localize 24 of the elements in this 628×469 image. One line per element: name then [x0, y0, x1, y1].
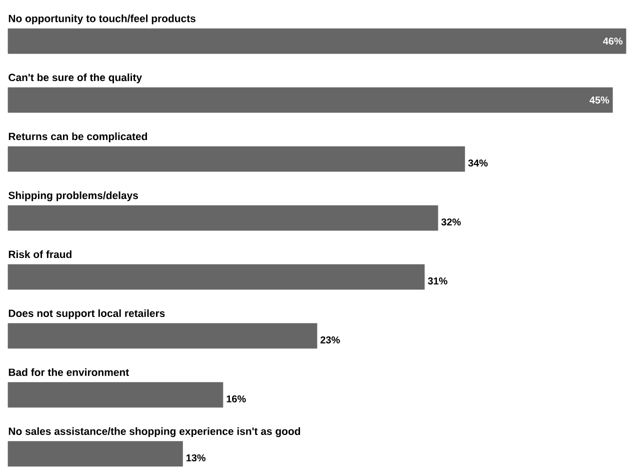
- y-tick-label: Shipping problems/delays: [8, 191, 138, 202]
- data-label: 34%: [468, 159, 488, 167]
- bar: [8, 323, 318, 349]
- y-tick-label: Can't be sure of the quality: [8, 73, 142, 84]
- y-tick-label: Risk of fraud: [8, 250, 72, 258]
- data-label: 31%: [428, 277, 448, 284]
- bar: [8, 87, 613, 113]
- data-label: 23%: [320, 336, 340, 344]
- y-tick-label: Bad for the environment: [8, 368, 129, 376]
- y-tick-label: No opportunity to touch/feel products: [8, 14, 196, 24]
- bar: [8, 28, 626, 54]
- bar: [8, 441, 183, 467]
- bar: [8, 146, 465, 172]
- bar: [8, 205, 438, 231]
- data-label: 16%: [226, 395, 246, 402]
- y-tick-label: No sales assistance/the shopping experience isn't as good: [8, 427, 300, 438]
- bar: [8, 382, 224, 408]
- data-label: 13%: [186, 454, 206, 462]
- data-label: 32%: [441, 218, 461, 226]
- data-label: 46%: [603, 38, 623, 45]
- bar: [8, 264, 425, 290]
- data-label: 45%: [590, 96, 610, 104]
- y-tick-label: Does not support local retailers: [8, 309, 165, 320]
- y-tick-label: Returns can be complicated: [8, 132, 148, 142]
